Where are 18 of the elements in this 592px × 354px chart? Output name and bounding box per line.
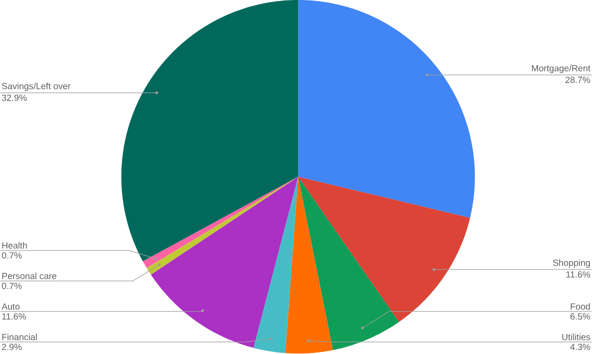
data-label: 6.5%	[570, 313, 590, 320]
data-label: 0.7%	[2, 282, 22, 290]
slice-label: Shopping	[553, 260, 590, 268]
data-label: 28.7%	[566, 76, 590, 84]
data-label: 0.7%	[2, 252, 22, 259]
slice-label: Utilities	[562, 334, 590, 340]
slice-label: Financial	[2, 334, 37, 340]
data-label: 11.6%	[566, 271, 590, 278]
data-label: 32.9%	[2, 94, 27, 102]
slice-label: Auto	[2, 304, 20, 310]
data-label: 2.9%	[2, 344, 22, 350]
slice-label: Health	[2, 242, 27, 249]
slice-label: Personal care	[2, 272, 56, 280]
slice-label: Food	[570, 303, 590, 310]
data-label: 11.6%	[2, 313, 26, 320]
data-label: 4.3%	[570, 344, 590, 350]
slice-label: Mortgage/Rent	[532, 65, 590, 74]
slice-label: Savings/Left over	[2, 82, 71, 92]
